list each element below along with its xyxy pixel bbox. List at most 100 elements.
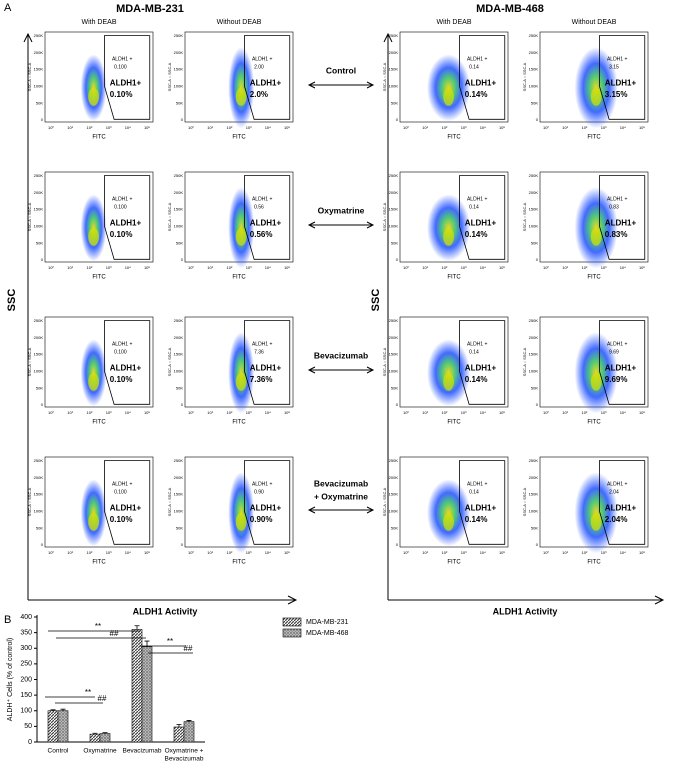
- plot-y-tick: 50K: [36, 100, 43, 105]
- plot-x-tick: 10⁴: [265, 550, 271, 555]
- plot-y-tick: 250K: [174, 173, 184, 178]
- summary-label: ALDH1+: [605, 503, 637, 512]
- plot-x-tick: 10³: [106, 265, 112, 270]
- plot-y-tick: 0: [536, 542, 539, 547]
- scatter-cloud: [80, 54, 107, 122]
- plot-x-tick: 10³: [601, 410, 607, 415]
- column-header: Without DEAB: [217, 19, 262, 26]
- scatter-core: [235, 227, 247, 246]
- plot-y-tick: 0: [181, 402, 184, 407]
- plot-x-tick: 10⁵: [639, 265, 645, 270]
- plot-x-tick: 10⁵: [499, 550, 505, 555]
- gate: [244, 175, 291, 260]
- summary-value: 3.15%: [605, 90, 628, 99]
- plot-y-label: SSC-A :: SSC-A: [27, 202, 32, 231]
- error-bar: [60, 708, 66, 711]
- double-arrow: [307, 506, 375, 514]
- plot-x-tick: 10³: [246, 410, 252, 415]
- gate-label: ALDH1 +: [112, 341, 133, 347]
- error-bar: [92, 732, 98, 735]
- plot-y-tick: 100K: [174, 223, 184, 228]
- plot-y-tick: 0: [536, 117, 539, 122]
- plot-y-tick: 0: [396, 117, 399, 122]
- scatter-cloud: [574, 332, 618, 414]
- scatter-cloud: [228, 47, 255, 129]
- bar: [141, 646, 153, 743]
- plot-x-tick: 10⁴: [265, 265, 271, 270]
- plot-x-tick: 10⁰: [188, 410, 194, 415]
- double-arrow: [307, 366, 375, 374]
- summary-value: 0.14%: [465, 375, 488, 384]
- plot-y-tick: 200K: [34, 335, 44, 340]
- error-bar: [102, 732, 108, 734]
- plot-y-tick: 200K: [34, 475, 44, 480]
- x-tick-label: Control: [48, 748, 70, 755]
- plot-x-tick: 10²: [227, 410, 233, 415]
- summary-label: ALDH1+: [110, 503, 142, 512]
- gate-label: ALDH1 +: [252, 196, 273, 202]
- gate-label: ALDH1 +: [467, 196, 488, 202]
- plot-x-tick: 10¹: [562, 125, 568, 130]
- flow-plot: ALDH1 + 7.36 ALDH1+ 7.36% 250K 200K 150K 100K 50…: [167, 316, 294, 426]
- column-header: Without DEAB: [572, 19, 617, 26]
- scatter-core: [590, 227, 602, 246]
- plot-y-tick: 50K: [531, 525, 538, 530]
- treatment-label: Control: [326, 65, 356, 75]
- gate-value: 7.36: [254, 349, 264, 355]
- plot-x-tick: 10²: [442, 550, 448, 555]
- scatter-core: [88, 87, 99, 106]
- error-bar: [186, 720, 192, 722]
- gate-value: 0.100: [114, 204, 127, 210]
- plot-x-label: FITC: [232, 420, 246, 426]
- plot-y-tick: 50K: [531, 100, 538, 105]
- legend-label: MDA-MB-468: [306, 630, 349, 637]
- gate-value: 9.69: [609, 349, 619, 355]
- plot-y-tick: 50K: [391, 525, 398, 530]
- summary-label: ALDH1+: [465, 218, 497, 227]
- treatment-label: + Oxymatrine: [314, 491, 368, 501]
- plot-y-tick: 250K: [529, 33, 539, 38]
- plot-x-tick: 10⁰: [543, 265, 549, 270]
- panel-label: B: [4, 614, 11, 626]
- plot-y-tick: 200K: [174, 50, 184, 55]
- plot-y-tick: 200K: [174, 475, 184, 480]
- scatter-core: [590, 372, 602, 391]
- plot-y-tick: 0: [181, 257, 184, 262]
- plot-x-tick: 10³: [246, 125, 252, 130]
- plot-y-tick: 50K: [391, 385, 398, 390]
- plot-x-tick: 10²: [582, 550, 588, 555]
- x-tick-label: Oxymatrine: [83, 748, 117, 755]
- plot-y-tick: 250K: [389, 173, 399, 178]
- plot-x-label: FITC: [447, 420, 461, 426]
- plot-x-tick: 10⁰: [188, 125, 194, 130]
- plot-x-label: FITC: [447, 275, 461, 281]
- plot-x-tick: 10³: [601, 125, 607, 130]
- gate-value: 0.14: [469, 204, 479, 210]
- plot-x-label: FITC: [92, 135, 106, 141]
- flow-plot: ALDH1 + 0.100 ALDH1+ 0.10% 250K 200K 150K 100K 5…: [27, 456, 154, 566]
- summary-label: ALDH1+: [465, 503, 497, 512]
- plot-x-label: FITC: [232, 135, 246, 141]
- plot-y-tick: 200K: [529, 190, 539, 195]
- plot-x-tick: 10²: [87, 125, 93, 130]
- scatter-core: [443, 512, 454, 531]
- bar: [47, 710, 59, 743]
- scatter-core: [590, 87, 602, 106]
- plot-y-tick: 50K: [176, 385, 183, 390]
- significance-mark: ##: [184, 644, 193, 653]
- x-tick-label: Oxymatrine +: [165, 748, 204, 755]
- plot-y-tick: 100K: [389, 83, 399, 88]
- plot-x-tick: 10³: [461, 410, 467, 415]
- plot-x-tick: 10¹: [422, 125, 428, 130]
- axis-label: ALDH1 Activity: [133, 606, 198, 616]
- flow-plot: ALDH1 + 0.14 ALDH1+ 0.14% 250K 200K 150K 100K 50…: [382, 316, 509, 426]
- plot-x-tick: 10¹: [207, 410, 213, 415]
- plot-y-label: SSC-A :: SSC-A: [27, 347, 32, 376]
- plot-x-tick: 10⁰: [48, 125, 54, 130]
- plot-y-tick: 0: [536, 402, 539, 407]
- plot-y-tick: 200K: [389, 475, 399, 480]
- plot-y-tick: 0: [41, 257, 44, 262]
- plot-y-label: SSC-A :: SSC-A: [522, 202, 527, 231]
- plot-x-tick: 10⁴: [620, 265, 626, 270]
